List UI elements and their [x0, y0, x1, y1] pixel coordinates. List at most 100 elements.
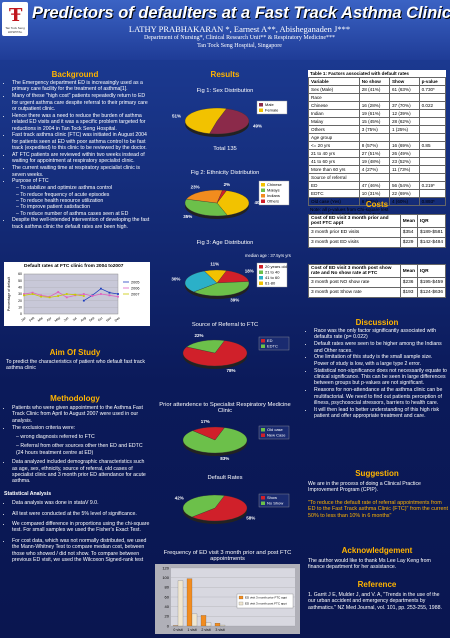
legend-box	[258, 425, 290, 440]
line-legend-label: 2007	[131, 292, 139, 296]
factors-table-cell: Sex (Male)	[308, 85, 360, 94]
line-point	[74, 293, 77, 296]
pie-slice-label: 42%	[175, 496, 184, 501]
factors-table-cell: 28 (62%)	[388, 117, 420, 126]
legend-label: No Show	[267, 501, 283, 506]
factors-table-row: EDTC 10 (31%) 22 (69%)	[308, 189, 447, 198]
cost-table-a-cell: $229	[399, 237, 419, 248]
factors-table-header-cell: Variable	[308, 77, 360, 86]
pie-slice-new-case	[192, 426, 225, 441]
background-item: The Emergency department ED is increasin…	[12, 80, 150, 93]
factors-table-cell	[418, 189, 447, 198]
line-point	[23, 293, 25, 295]
legend-label: Malays	[267, 188, 280, 193]
legend-label: Others	[267, 199, 279, 204]
background-heading: Background	[51, 70, 99, 79]
discussion-heading: Discussion	[355, 318, 399, 327]
pie-slice-61-80	[204, 269, 227, 284]
line-chart-title: Default rates at FTC clinic from 2004 to…	[24, 264, 124, 269]
factors-table-cell	[418, 157, 447, 166]
line-chart-xtick: Dec	[114, 316, 121, 323]
line-chart-xtick: Feb	[28, 316, 35, 323]
pie-slice-41-to-60	[184, 270, 218, 293]
line-legend-label: 2006	[131, 286, 139, 290]
cost-table-b-cell: $193	[399, 287, 419, 298]
line-chart-ytick: 30	[18, 292, 22, 296]
factors-table-row: Old case (Yes) 6 (60%) 4 (60%) 0.893*	[308, 197, 447, 206]
cost-table-a-header-row: Cost of ED visit 3 month prior and post …	[308, 214, 446, 228]
line-point	[108, 291, 111, 294]
legend-swatch	[261, 339, 265, 343]
fig6-caption: Default Rates	[207, 475, 243, 481]
methodology-after-item: Data analyzed included demographic chara…	[12, 459, 150, 485]
pie-slice-edtc	[186, 339, 225, 354]
methodology-after-list: Data analyzed included demographic chara…	[4, 459, 150, 485]
line-point	[23, 294, 25, 297]
factors-table-cell: 15 (45%)	[358, 117, 390, 126]
line-chart-ytick: 10	[18, 306, 22, 310]
background-item: Purpose of FTC	[12, 178, 150, 184]
poster-header: Ŧ Tan Tock Seng HOSPITAL Predictors of d…	[0, 0, 450, 60]
factors-table-cell: 27 (51%)	[358, 149, 390, 158]
line-point	[48, 296, 51, 299]
fig2-caption: Fig 2: Ethnicity Distribution	[190, 170, 260, 176]
legend-label: New Case	[267, 433, 286, 438]
line-chart-xtick: Jan	[20, 316, 27, 323]
factors-table-cell: ED	[308, 181, 360, 190]
pie-slice-no-show	[182, 494, 225, 518]
factors-table-cell: 16 (69%)	[388, 141, 420, 150]
cost-table-a-row: 3 month post ED visits $229 $142-$484	[308, 237, 446, 248]
factors-table-row: Chinese 16 (28%) 37 (70%) 0.022	[308, 101, 447, 110]
exclusion-item: – wrong diagnosis referred to FTC	[16, 434, 95, 441]
methodology-heading: Methodology	[50, 394, 100, 403]
suggestion-quote: "To reduce the default rate of referral …	[308, 500, 449, 519]
legend-swatch	[261, 433, 265, 437]
legend-swatch	[261, 501, 265, 505]
ed-visits-bar-chart: 120 100 80 60 40 20 00 visit 1 visit 2 visit 3 vi…	[155, 564, 300, 634]
factors-table-header-cell: p-value	[418, 77, 447, 86]
legend-box	[256, 100, 288, 115]
factors-table-cell: <= 20 yrs	[308, 141, 360, 150]
legend-label: 21 to 40	[265, 270, 280, 275]
factors-table-cell	[388, 173, 420, 182]
bar-legend-swatch	[238, 601, 244, 606]
pie-slice-label: 11%	[210, 262, 219, 267]
legend-label: Chinese	[267, 182, 282, 187]
pie-slice-label: 58%	[246, 515, 255, 520]
line-point	[100, 287, 102, 290]
aim-text: To predict the characteristics of patien…	[6, 359, 145, 372]
bar-xtick: 2 visit	[201, 628, 210, 632]
reference-text: 1. Garrit J E, Mulder J, and V. A, "Tren…	[308, 592, 442, 611]
line-chart-xtick: Aug	[80, 316, 87, 323]
factors-table-cell: Others	[308, 125, 360, 134]
factors-table-cell: Source of referral	[308, 173, 360, 182]
factors-table-row: Malay 15 (45%) 28 (62%)	[308, 117, 447, 126]
bar-ytick: 0	[167, 623, 170, 628]
fig3-caption: Fig 3: Age Distribution	[196, 240, 254, 246]
line-point	[65, 293, 68, 295]
bar-legend-label: ED visit 3 month prior FTC appt	[245, 596, 287, 600]
factors-table-cell: 0.730*	[418, 85, 447, 94]
bar-3-visit-series-1	[219, 624, 226, 627]
factors-table-cell	[388, 133, 420, 142]
purpose-item: – To reduce number of asthma cases seen …	[16, 210, 129, 217]
factors-table-cell	[418, 173, 447, 182]
line-legend-label: 2005	[131, 280, 139, 284]
factors-table-cell	[418, 165, 447, 174]
factors-table-cell: 10 (31%)	[358, 189, 390, 198]
line-point	[31, 291, 34, 294]
bar-legend-label: ED visit 3 month post FTC appt	[245, 602, 287, 606]
pie-slice-label: 17%	[201, 419, 210, 424]
factors-table-row: <= 20 yrs 8 (57%) 16 (69%) 0.85	[308, 141, 447, 150]
exclusion-list: – wrong diagnosis referred to FTC – Refer…	[4, 434, 150, 456]
pie-slice-label: 83%	[220, 456, 229, 461]
discussion-item: Reasons for non-attendance at the asthma…	[314, 387, 448, 406]
stats-item: For cost data, which was not normally di…	[12, 538, 150, 564]
background-item: Hence there was a need to reduce the bur…	[12, 113, 150, 132]
background-item: Many of these "high cost" patients repea…	[12, 93, 150, 112]
suggestion-text: We are in the process of doing a Clinica…	[308, 481, 421, 494]
